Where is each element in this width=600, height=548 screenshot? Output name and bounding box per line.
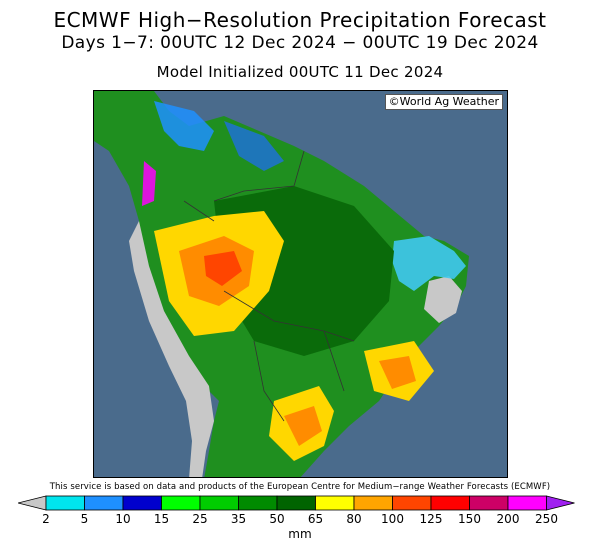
map-canvas bbox=[94, 91, 469, 477]
scale-below-arrow bbox=[18, 495, 47, 511]
light-rain-northeast bbox=[392, 236, 466, 291]
scale-segment bbox=[84, 495, 124, 511]
legend-tick: 5 bbox=[80, 512, 89, 526]
legend-tick: 15 bbox=[153, 512, 170, 526]
legend-tick: 150 bbox=[458, 512, 481, 526]
red-core bbox=[204, 251, 242, 286]
scale-segment bbox=[199, 495, 239, 511]
credit-label: ©World Ag Weather bbox=[384, 94, 503, 110]
legend-tick: 125 bbox=[419, 512, 443, 526]
orange-east bbox=[379, 356, 416, 389]
legend-tick: 10 bbox=[115, 512, 131, 526]
scale-segment bbox=[353, 495, 393, 511]
source-note: This service is based on data and produc… bbox=[49, 482, 551, 492]
scale-segment bbox=[45, 495, 85, 511]
map-title: ECMWF High−Resolution Precipitation Fore… bbox=[53, 8, 547, 32]
scale-segment bbox=[469, 495, 509, 511]
scale-segment bbox=[238, 495, 278, 511]
precipitation-map: ©World Ag Weather bbox=[93, 90, 508, 478]
legend-tick: 65 bbox=[307, 512, 324, 526]
dry-coast bbox=[129, 221, 214, 477]
scale-segment bbox=[122, 495, 162, 511]
scale-segment bbox=[507, 495, 547, 511]
legend-tick: 200 bbox=[496, 512, 520, 526]
dry-northeast bbox=[424, 276, 462, 323]
legend-tick: 35 bbox=[230, 512, 247, 526]
orange-south bbox=[284, 406, 322, 446]
color-scale-bar bbox=[18, 495, 575, 511]
legend-tick: 250 bbox=[535, 512, 558, 526]
legend-tick: 80 bbox=[346, 512, 362, 526]
legend-unit: mm bbox=[288, 527, 312, 541]
scale-segment bbox=[276, 495, 316, 511]
forecast-period: Days 1−7: 00UTC 12 Dec 2024 − 00UTC 19 D… bbox=[61, 33, 539, 53]
scale-segment bbox=[161, 495, 201, 511]
legend-tick: 50 bbox=[269, 512, 285, 526]
blue-north2 bbox=[224, 121, 284, 171]
scale-segment bbox=[392, 495, 432, 511]
model-initialized: Model Initialized 00UTC 11 Dec 2024 bbox=[156, 63, 444, 81]
legend-tick: 25 bbox=[192, 512, 208, 526]
scale-segment bbox=[315, 495, 355, 511]
blue-north bbox=[154, 101, 214, 151]
scale-above-arrow bbox=[546, 495, 575, 511]
legend-tick: 2 bbox=[42, 512, 50, 526]
legend-tick: 100 bbox=[381, 512, 404, 526]
country-borders bbox=[183, 150, 355, 422]
scale-segment bbox=[430, 495, 470, 511]
magenta-andes bbox=[142, 161, 156, 206]
